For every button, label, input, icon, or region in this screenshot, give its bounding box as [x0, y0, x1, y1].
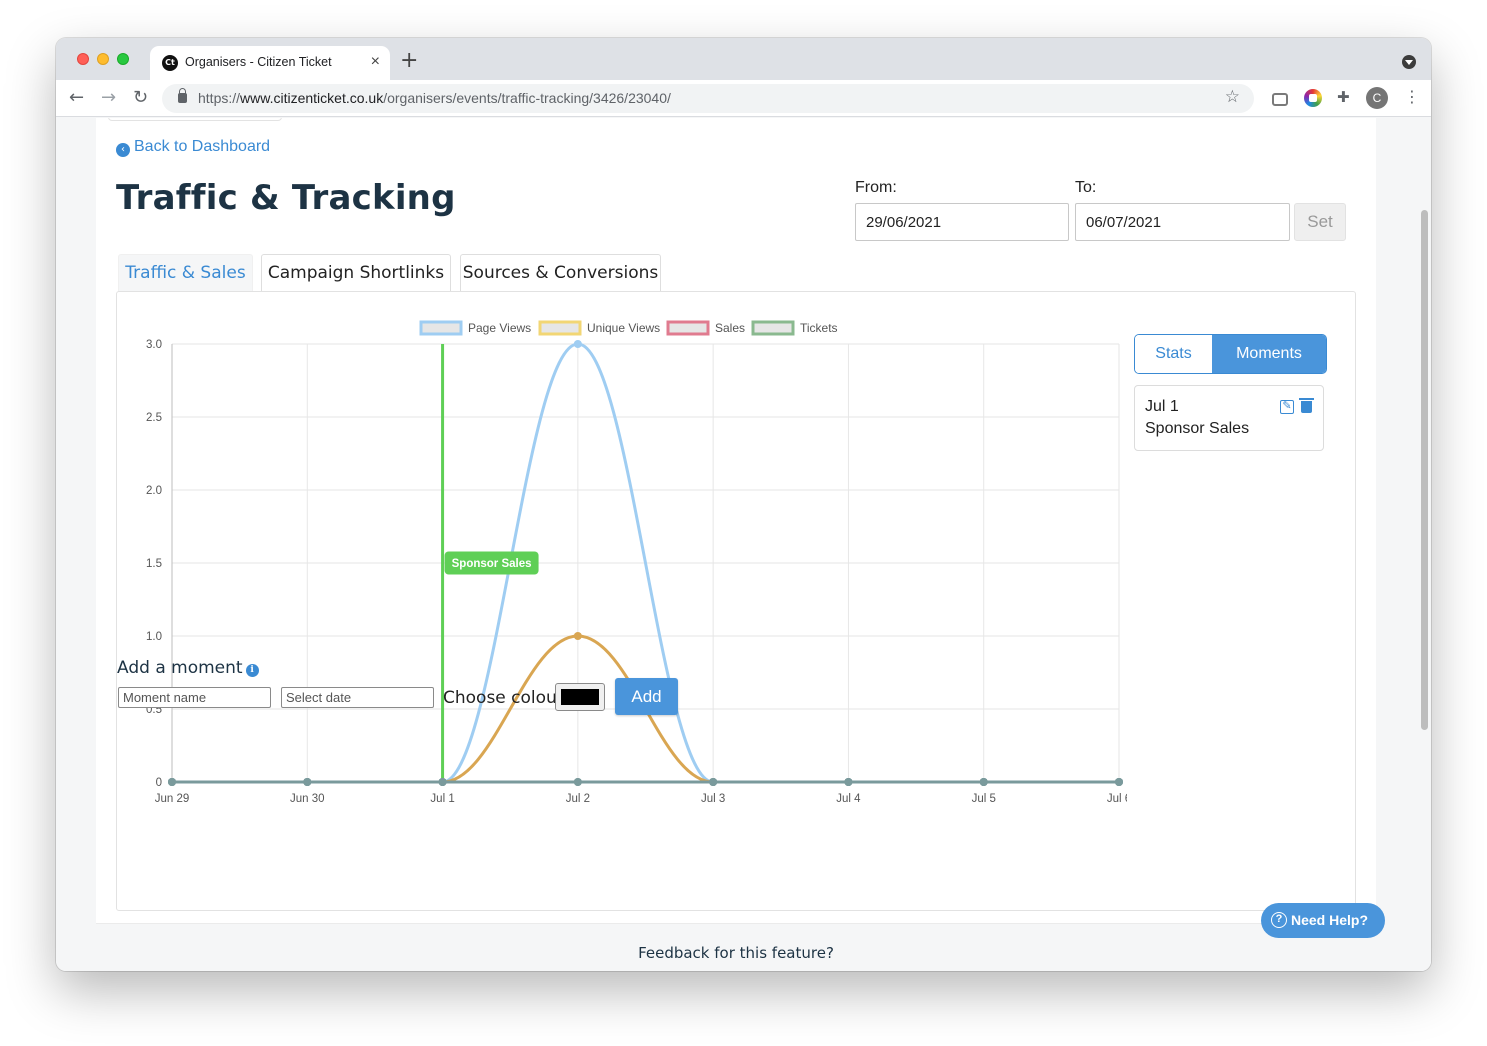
zoom-window-button[interactable]: [117, 53, 129, 65]
legend-label: Tickets: [800, 321, 838, 335]
arrow-circle-left-icon: ‹: [116, 143, 130, 157]
stats-moments-toggle: Stats Moments: [1134, 334, 1327, 374]
y-tick-label: 1.5: [146, 558, 162, 570]
lock-icon: [178, 88, 187, 103]
back-arrow-icon[interactable]: ←: [69, 87, 85, 108]
data-point-tickets: [168, 778, 176, 786]
moment-name: Sponsor Sales: [1145, 420, 1250, 437]
tab-campaign-shortlinks[interactable]: Campaign Shortlinks: [261, 254, 451, 292]
tab-traffic-sales[interactable]: Traffic & Sales: [118, 254, 253, 292]
puzzle-icon[interactable]: ✚: [1337, 88, 1350, 106]
x-tick-label: Jul 2: [566, 793, 590, 805]
need-help-label: Need Help?: [1291, 912, 1369, 928]
citizen-ticket-favicon-icon: Ct: [162, 55, 178, 71]
data-point-unique-views: [573, 632, 582, 640]
moment-date: Jul 1: [1145, 398, 1179, 415]
page-viewport: ‹ Back to Dashboard Traffic & Tracking Fr…: [56, 118, 1431, 971]
x-tick-label: Jun 30: [290, 793, 325, 805]
legend-swatch: [751, 320, 795, 336]
moment-marker-label: Sponsor Sales: [452, 558, 532, 570]
data-point-tickets: [709, 778, 718, 786]
moment-date-input[interactable]: [281, 687, 434, 708]
browser-window: Ct Organisers - Citizen Ticket × + ← → ↻…: [56, 38, 1431, 971]
moment-card: Jul 1 Sponsor Sales ✎: [1134, 385, 1324, 451]
data-point-tickets: [303, 778, 312, 786]
scrollbar[interactable]: [1416, 118, 1431, 971]
legend-swatch: [419, 320, 463, 336]
scrollbar-thumb[interactable]: [1421, 210, 1428, 730]
info-icon[interactable]: i: [245, 664, 259, 677]
stats-button[interactable]: Stats: [1135, 335, 1212, 373]
back-to-dashboard-link[interactable]: ‹ Back to Dashboard: [116, 138, 270, 157]
data-point-tickets: [573, 778, 582, 786]
feedback-band: [96, 923, 1376, 971]
trash-icon[interactable]: [1299, 398, 1314, 413]
data-point-page-views: [573, 340, 582, 348]
x-tick-label: Jul 3: [701, 793, 725, 805]
data-point-tickets: [438, 778, 447, 786]
moment-marker-badge: [444, 551, 539, 575]
profile-avatar[interactable]: C: [1366, 87, 1388, 109]
add-moment-button[interactable]: Add: [615, 678, 678, 715]
page-content: ‹ Back to Dashboard Traffic & Tracking Fr…: [96, 118, 1376, 971]
x-tick-label: Jul 6: [1107, 793, 1127, 805]
tab-sources-conversions[interactable]: Sources & Conversions: [460, 254, 661, 292]
need-help-button[interactable]: ? Need Help?: [1261, 903, 1385, 938]
header-stub: [108, 118, 282, 121]
tab-close-icon[interactable]: ×: [370, 53, 380, 70]
y-tick-label: 1.0: [146, 631, 162, 643]
back-link-label: Back to Dashboard: [134, 138, 271, 155]
legend-label: Page Views: [468, 321, 531, 335]
moment-name-input[interactable]: [118, 687, 271, 708]
from-label: From:: [855, 179, 897, 196]
data-point-tickets: [1115, 778, 1123, 786]
browser-toolbar: ← → ↻ https://www.citizenticket.co.uk/or…: [56, 80, 1431, 117]
y-tick-label: 2.5: [146, 412, 162, 424]
data-point-tickets: [844, 778, 853, 786]
y-tick-label: 2.0: [146, 485, 162, 497]
new-tab-button[interactable]: +: [400, 48, 419, 73]
set-button[interactable]: Set: [1294, 203, 1346, 241]
camera-icon[interactable]: [1272, 93, 1288, 106]
x-tick-label: Jul 1: [430, 793, 454, 805]
x-tick-label: Jul 4: [836, 793, 861, 805]
colour-picker-input[interactable]: [555, 683, 605, 711]
question-circle-icon: ?: [1271, 912, 1287, 928]
y-tick-label: 0: [156, 777, 162, 789]
page-title: Traffic & Tracking: [116, 178, 456, 218]
legend-label: Unique Views: [587, 321, 660, 335]
forward-arrow-icon[interactable]: →: [101, 87, 117, 108]
url-text: https://www.citizenticket.co.uk/organise…: [198, 90, 671, 106]
x-tick-label: Jun 29: [155, 793, 190, 805]
legend-swatch: [538, 320, 582, 336]
tab-title: Organisers - Citizen Ticket: [185, 55, 332, 69]
x-tick-label: Jul 5: [972, 793, 996, 805]
from-date-input[interactable]: [855, 203, 1069, 241]
legend-swatch: [666, 320, 710, 336]
close-window-button[interactable]: [77, 53, 89, 65]
edit-icon[interactable]: ✎: [1280, 400, 1294, 414]
feedback-link[interactable]: Feedback for this feature?: [638, 944, 834, 962]
tab-strip: Ct Organisers - Citizen Ticket × +: [56, 38, 1431, 80]
legend-label: Sales: [715, 321, 745, 335]
minimize-window-button[interactable]: [97, 53, 109, 65]
kebab-menu-icon[interactable]: ⋮: [1404, 87, 1420, 106]
browser-tab[interactable]: Ct Organisers - Citizen Ticket ×: [150, 46, 390, 80]
data-point-tickets: [979, 778, 988, 786]
to-label: To:: [1075, 179, 1097, 196]
reload-icon[interactable]: ↻: [133, 87, 149, 108]
y-tick-label: 3.0: [146, 339, 162, 351]
address-bar[interactable]: https://www.citizenticket.co.uk/organise…: [162, 84, 1254, 113]
bookmark-star-icon[interactable]: ☆: [1224, 87, 1240, 107]
tab-search-icon[interactable]: [1402, 55, 1416, 69]
moments-button[interactable]: Moments: [1212, 335, 1326, 373]
add-moment-title: Add a moment i: [117, 658, 259, 678]
color-picker-icon[interactable]: [1304, 89, 1322, 107]
traffic-sales-panel: 0 0.5 1.0 1.5 2.0 2.5 3.0 Jun 29 Jun 30 Jul 1 Jul …: [116, 291, 1356, 911]
choose-colour-label: Choose colour: [443, 688, 564, 708]
to-date-input[interactable]: [1075, 203, 1290, 241]
